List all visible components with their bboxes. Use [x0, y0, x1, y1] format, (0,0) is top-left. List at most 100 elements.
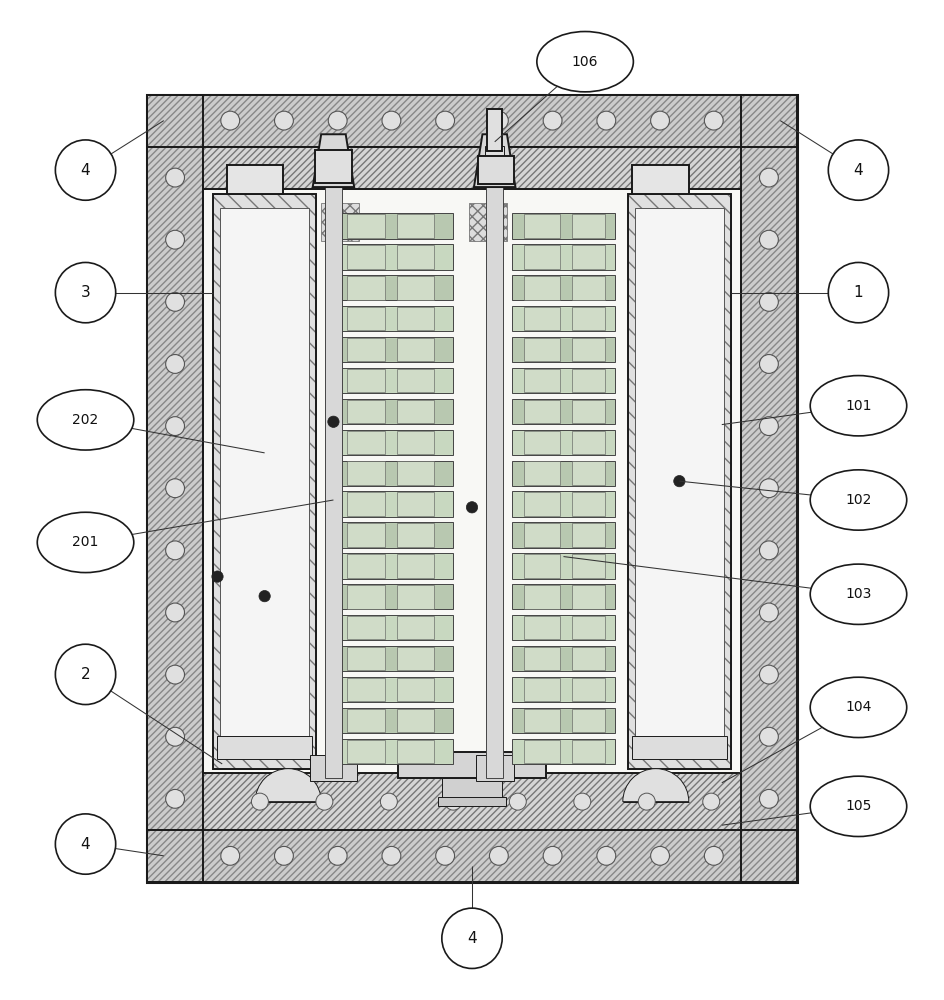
Bar: [485, 146, 504, 183]
Text: 102: 102: [845, 493, 871, 507]
Bar: [572, 554, 605, 578]
Bar: [147, 95, 203, 882]
Bar: [478, 156, 514, 184]
Circle shape: [211, 571, 223, 582]
Bar: [347, 585, 384, 609]
Bar: [397, 554, 434, 578]
Bar: [486, 184, 503, 778]
Bar: [397, 431, 434, 454]
Bar: [512, 399, 615, 424]
Circle shape: [165, 479, 184, 498]
Text: 202: 202: [73, 413, 99, 427]
Ellipse shape: [810, 376, 907, 436]
Bar: [329, 739, 453, 764]
Bar: [628, 194, 732, 769]
Bar: [512, 461, 615, 486]
Text: 201: 201: [73, 535, 99, 549]
Bar: [329, 461, 453, 486]
Bar: [212, 194, 316, 769]
Bar: [512, 646, 615, 671]
Bar: [397, 709, 434, 732]
Circle shape: [380, 793, 397, 810]
Bar: [524, 709, 561, 732]
Bar: [203, 147, 741, 830]
Circle shape: [597, 846, 615, 865]
Bar: [476, 755, 514, 781]
Bar: [524, 554, 561, 578]
Circle shape: [442, 908, 502, 968]
Bar: [203, 147, 741, 189]
Text: 4: 4: [853, 163, 863, 178]
Bar: [397, 369, 434, 392]
Wedge shape: [255, 769, 321, 802]
Bar: [572, 678, 605, 701]
Circle shape: [436, 846, 455, 865]
Bar: [398, 765, 546, 778]
Bar: [741, 95, 797, 882]
Wedge shape: [623, 769, 689, 802]
Circle shape: [165, 230, 184, 249]
Ellipse shape: [37, 390, 134, 450]
Bar: [524, 400, 561, 423]
Circle shape: [674, 475, 685, 487]
Circle shape: [165, 727, 184, 746]
Bar: [329, 708, 453, 733]
Circle shape: [760, 603, 779, 622]
Bar: [329, 522, 453, 548]
Bar: [397, 307, 434, 330]
Circle shape: [650, 846, 669, 865]
Bar: [512, 244, 615, 270]
Bar: [524, 647, 561, 670]
Circle shape: [275, 111, 294, 130]
Bar: [147, 95, 797, 147]
Bar: [572, 585, 605, 609]
Text: 2: 2: [81, 667, 91, 682]
Bar: [321, 203, 359, 241]
Bar: [329, 399, 453, 424]
Bar: [512, 553, 615, 579]
Bar: [572, 616, 605, 639]
Circle shape: [760, 417, 779, 436]
Bar: [741, 95, 797, 882]
Circle shape: [259, 590, 270, 602]
Bar: [347, 616, 384, 639]
Text: 4: 4: [467, 931, 477, 946]
Bar: [397, 276, 434, 300]
Bar: [147, 95, 203, 882]
Circle shape: [466, 502, 478, 513]
Bar: [347, 554, 384, 578]
Bar: [397, 616, 434, 639]
Bar: [347, 647, 384, 670]
Bar: [329, 337, 453, 362]
Circle shape: [316, 793, 333, 810]
Circle shape: [165, 355, 184, 373]
Bar: [512, 677, 615, 702]
Circle shape: [56, 140, 116, 200]
Bar: [220, 208, 309, 755]
Bar: [329, 306, 453, 331]
Bar: [572, 245, 605, 269]
Bar: [512, 368, 615, 393]
Bar: [397, 214, 434, 238]
Bar: [397, 740, 434, 763]
Bar: [329, 615, 453, 640]
Circle shape: [56, 262, 116, 323]
Bar: [329, 677, 453, 702]
Bar: [347, 245, 384, 269]
Circle shape: [275, 846, 294, 865]
Bar: [572, 740, 605, 763]
Ellipse shape: [810, 776, 907, 837]
Bar: [347, 523, 384, 547]
Circle shape: [828, 140, 888, 200]
Circle shape: [165, 665, 184, 684]
Bar: [572, 276, 605, 300]
Circle shape: [165, 168, 184, 187]
Bar: [203, 147, 741, 189]
Circle shape: [329, 111, 347, 130]
Circle shape: [221, 111, 240, 130]
Bar: [438, 797, 506, 806]
Bar: [632, 736, 727, 759]
Ellipse shape: [37, 512, 134, 573]
Ellipse shape: [810, 677, 907, 738]
Circle shape: [702, 793, 719, 810]
